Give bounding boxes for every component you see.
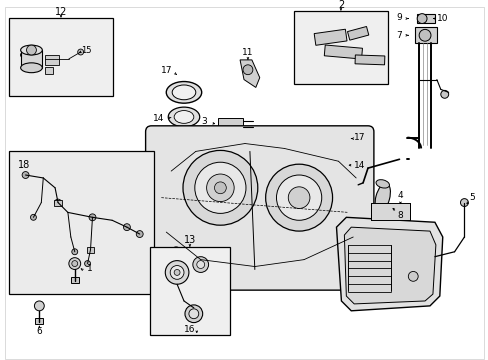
- Polygon shape: [314, 29, 346, 45]
- Circle shape: [418, 30, 430, 41]
- Circle shape: [243, 65, 252, 75]
- Ellipse shape: [375, 180, 388, 188]
- Circle shape: [214, 182, 226, 194]
- Text: 6: 6: [37, 327, 42, 336]
- Circle shape: [440, 90, 448, 98]
- Bar: [294, 11, 387, 85]
- Bar: [54, 199, 62, 206]
- Text: 12: 12: [55, 7, 67, 17]
- Bar: [416, 14, 434, 23]
- Circle shape: [276, 175, 321, 220]
- Circle shape: [78, 49, 83, 55]
- Polygon shape: [354, 55, 384, 65]
- Ellipse shape: [323, 156, 352, 175]
- Circle shape: [192, 257, 208, 273]
- Ellipse shape: [328, 159, 347, 171]
- Circle shape: [174, 270, 180, 275]
- Circle shape: [416, 14, 426, 23]
- Bar: [370, 203, 409, 220]
- Ellipse shape: [172, 85, 195, 100]
- Bar: [9, 152, 154, 294]
- Bar: [9, 18, 113, 96]
- Circle shape: [288, 187, 309, 208]
- Ellipse shape: [20, 45, 42, 55]
- Text: 14: 14: [152, 114, 164, 123]
- Circle shape: [183, 150, 257, 225]
- Circle shape: [338, 247, 347, 257]
- Circle shape: [89, 214, 96, 221]
- Text: 10: 10: [436, 14, 447, 23]
- Text: 17: 17: [354, 133, 365, 142]
- Text: 15: 15: [81, 46, 92, 55]
- Circle shape: [123, 224, 130, 231]
- Circle shape: [171, 247, 181, 257]
- Circle shape: [69, 258, 81, 270]
- Polygon shape: [324, 45, 362, 59]
- Ellipse shape: [327, 135, 348, 148]
- Circle shape: [184, 305, 202, 323]
- Ellipse shape: [321, 131, 354, 152]
- Circle shape: [170, 266, 183, 279]
- Text: 8: 8: [397, 211, 403, 220]
- Ellipse shape: [166, 81, 201, 103]
- Text: 13: 13: [183, 235, 196, 245]
- Text: 4: 4: [397, 191, 403, 200]
- Circle shape: [26, 45, 36, 55]
- Circle shape: [72, 249, 78, 255]
- Ellipse shape: [20, 50, 42, 60]
- Text: 14: 14: [354, 161, 365, 170]
- Bar: [45, 67, 53, 74]
- Circle shape: [30, 214, 36, 220]
- Circle shape: [84, 261, 90, 266]
- Circle shape: [188, 309, 198, 319]
- Text: 1: 1: [86, 264, 92, 273]
- Text: 16: 16: [184, 325, 195, 334]
- Text: 11: 11: [242, 48, 253, 57]
- Bar: [414, 27, 436, 43]
- Bar: [71, 277, 79, 283]
- Bar: [20, 50, 42, 68]
- Circle shape: [206, 174, 234, 202]
- Ellipse shape: [20, 63, 42, 73]
- Circle shape: [34, 301, 44, 311]
- Text: 5: 5: [468, 193, 474, 202]
- Text: 2: 2: [337, 0, 344, 10]
- Text: 7: 7: [396, 31, 402, 40]
- Ellipse shape: [374, 183, 389, 212]
- Bar: [86, 247, 94, 253]
- Bar: [149, 247, 230, 336]
- Circle shape: [22, 172, 29, 179]
- Circle shape: [265, 164, 332, 231]
- Circle shape: [196, 261, 204, 269]
- Text: 9: 9: [396, 13, 402, 22]
- Bar: [45, 55, 59, 65]
- Bar: [35, 318, 43, 324]
- Ellipse shape: [174, 111, 193, 123]
- Circle shape: [460, 199, 468, 207]
- Polygon shape: [344, 227, 435, 304]
- Text: 18: 18: [18, 160, 30, 170]
- Polygon shape: [240, 60, 259, 87]
- Circle shape: [194, 162, 245, 213]
- Polygon shape: [336, 217, 442, 311]
- Circle shape: [136, 231, 143, 238]
- Bar: [218, 118, 243, 130]
- Text: 17: 17: [160, 66, 172, 75]
- Circle shape: [72, 261, 78, 266]
- Polygon shape: [347, 27, 368, 40]
- Circle shape: [407, 271, 417, 281]
- Circle shape: [165, 261, 188, 284]
- Text: 3: 3: [202, 117, 207, 126]
- Circle shape: [55, 199, 61, 206]
- FancyBboxPatch shape: [145, 126, 373, 290]
- Ellipse shape: [168, 107, 199, 127]
